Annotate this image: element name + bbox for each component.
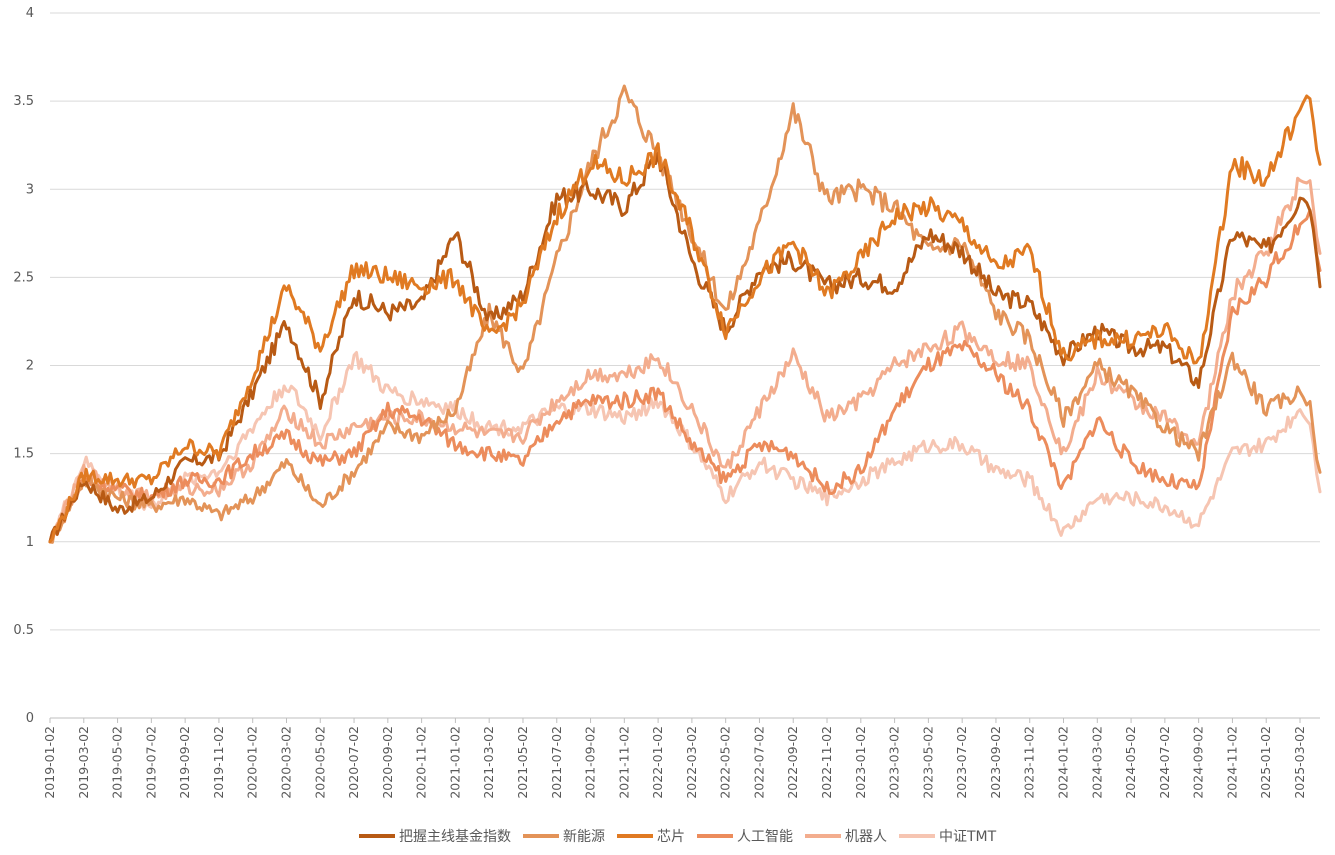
x-tick-label: 2022-05-02	[718, 726, 733, 799]
x-tick-label: 2023-03-02	[887, 726, 902, 799]
x-tick-label: 2025-03-02	[1292, 726, 1307, 799]
x-tick-label: 2024-01-02	[1056, 726, 1071, 799]
x-tick-label: 2022-11-02	[819, 726, 834, 799]
x-tick-label: 2020-09-02	[380, 726, 395, 799]
gridlines	[50, 12, 1320, 631]
x-tick-label: 2023-07-02	[954, 726, 969, 799]
y-tick-label: 0.5	[13, 623, 34, 638]
x-tick-label: 2019-11-02	[211, 726, 226, 799]
x-tick-label: 2024-07-02	[1157, 726, 1172, 799]
legend: 把握主线基金指数 新能源 芯片 人工智能 机器人 中证TMT	[359, 828, 997, 845]
legend-label: 中证TMT	[939, 829, 997, 845]
x-tick-label: 2023-01-02	[853, 726, 868, 799]
x-tick-label: 2020-11-02	[414, 726, 429, 799]
legend-label: 芯片	[657, 829, 685, 845]
series-lines	[48, 84, 1322, 544]
x-tick-label: 2020-03-02	[278, 726, 293, 799]
legend-label: 新能源	[563, 829, 605, 845]
x-tick-label: 2021-07-02	[549, 726, 564, 799]
x-tick-label: 2023-05-02	[920, 726, 935, 799]
series-line	[48, 351, 1322, 544]
y-tick-label: 4	[26, 6, 34, 21]
series-line	[48, 208, 1322, 544]
x-tick-label: 2023-11-02	[1022, 726, 1037, 799]
series-line	[48, 84, 1322, 544]
x-tick-label: 2020-07-02	[346, 726, 361, 799]
series-line	[48, 151, 1322, 544]
x-tick-label: 2019-07-02	[143, 726, 158, 799]
x-tick-label: 2022-09-02	[785, 726, 800, 799]
x-tick-label: 2019-01-02	[42, 726, 57, 799]
series-line	[48, 176, 1322, 544]
legend-label: 人工智能	[737, 829, 793, 845]
x-tick-label: 2019-03-02	[76, 726, 91, 799]
x-tick-label: 2020-05-02	[312, 726, 327, 799]
x-tick-label: 2024-05-02	[1123, 726, 1138, 799]
x-tick-label: 2022-07-02	[751, 726, 766, 799]
x-axis: 2019-01-02 2019-03-02 2019-05-02 2019-07-02…	[42, 717, 1320, 799]
y-tick-label: 2	[26, 359, 34, 374]
y-tick-label: 1.5	[13, 447, 34, 462]
y-axis: 0 0.5 1 1.5 2 2.5 3 3.5 4	[13, 6, 34, 726]
series-line	[48, 94, 1322, 544]
x-tick-label: 2021-05-02	[515, 726, 530, 799]
x-tick-label: 2021-11-02	[616, 726, 631, 799]
x-tick-label: 2025-01-02	[1258, 726, 1273, 799]
legend-label: 机器人	[845, 829, 887, 845]
x-tick-label: 2024-03-02	[1089, 726, 1104, 799]
x-tick-label: 2022-01-02	[650, 726, 665, 799]
x-tick-label: 2024-09-02	[1191, 726, 1206, 799]
x-tick-label: 2022-03-02	[684, 726, 699, 799]
x-tick-label: 2019-05-02	[110, 726, 125, 799]
y-tick-label: 3.5	[13, 94, 34, 109]
legend-label: 把握主线基金指数	[399, 828, 511, 845]
x-tick-label: 2021-01-02	[447, 726, 462, 799]
x-tick-label: 2020-01-02	[245, 726, 260, 799]
x-tick-label: 2021-03-02	[481, 726, 496, 799]
y-tick-label: 1	[26, 535, 34, 550]
x-tick-label: 2019-09-02	[177, 726, 192, 799]
x-tick-label: 2023-09-02	[988, 726, 1003, 799]
y-tick-label: 0	[26, 711, 34, 726]
y-tick-label: 2.5	[13, 270, 34, 285]
x-tick-label: 2021-09-02	[583, 726, 598, 799]
x-tick-label: 2024-11-02	[1224, 726, 1239, 799]
y-tick-label: 3	[26, 182, 34, 197]
